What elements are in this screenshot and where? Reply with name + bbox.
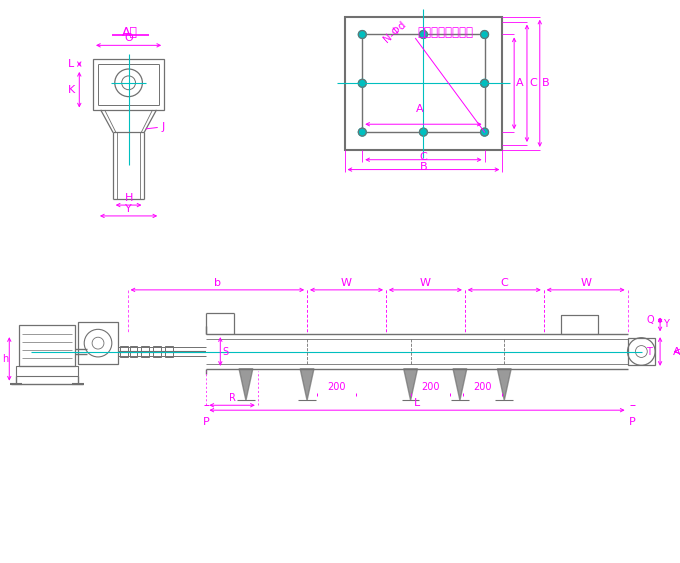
Text: A: A [516, 78, 524, 88]
Text: N-Φd: N-Φd [382, 19, 408, 44]
Text: L: L [67, 59, 73, 69]
Circle shape [358, 30, 367, 38]
Text: 進出料口法蘭尺寸: 進出料口法蘭尺寸 [417, 25, 473, 39]
Bar [628, 338, 655, 365]
Text: B: B [542, 78, 549, 88]
Circle shape [420, 128, 427, 136]
Text: P: P [203, 417, 210, 427]
Bar [141, 346, 150, 358]
Circle shape [481, 30, 488, 38]
Text: C: C [529, 78, 537, 88]
Text: 200: 200 [473, 382, 492, 392]
Bar [345, 17, 503, 150]
Text: A: A [415, 104, 423, 114]
Text: H: H [124, 193, 133, 203]
Text: R: R [228, 394, 235, 403]
Text: J: J [161, 122, 165, 132]
Circle shape [481, 128, 488, 136]
Polygon shape [239, 369, 253, 400]
Text: W: W [580, 278, 591, 288]
Text: K: K [67, 84, 75, 95]
Bar [78, 323, 118, 364]
Polygon shape [300, 369, 314, 400]
Text: Y: Y [125, 204, 132, 214]
Bar [153, 346, 161, 358]
Bar [16, 366, 78, 376]
Bar [120, 346, 128, 358]
Polygon shape [453, 369, 466, 400]
Bar [362, 34, 485, 132]
Circle shape [358, 79, 367, 87]
Polygon shape [404, 369, 418, 400]
Text: b: b [214, 278, 221, 288]
Text: W: W [341, 278, 352, 288]
Bar [19, 325, 75, 366]
Bar [130, 346, 137, 358]
Text: T: T [646, 346, 652, 356]
Text: W: W [420, 278, 431, 288]
Text: 200: 200 [327, 382, 346, 392]
Text: h: h [2, 354, 9, 364]
Polygon shape [497, 369, 511, 400]
Text: O: O [124, 33, 133, 43]
Text: Y: Y [663, 319, 669, 329]
Text: B: B [420, 162, 427, 172]
Bar [93, 59, 164, 110]
Bar [165, 346, 173, 358]
Circle shape [481, 79, 488, 87]
Text: 200: 200 [421, 382, 439, 392]
Text: A: A [673, 346, 680, 356]
Bar [562, 315, 598, 334]
Text: C: C [420, 151, 427, 162]
Text: P: P [629, 417, 636, 427]
Text: A向: A向 [122, 25, 137, 39]
Text: L: L [414, 398, 420, 408]
Text: S: S [222, 346, 228, 356]
Circle shape [358, 128, 367, 136]
Text: C: C [500, 278, 508, 288]
Circle shape [420, 30, 427, 38]
Text: Q: Q [646, 315, 654, 325]
